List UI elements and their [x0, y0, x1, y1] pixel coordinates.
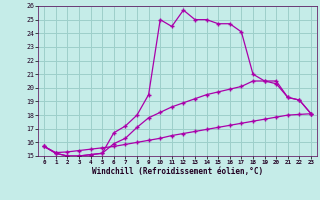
- X-axis label: Windchill (Refroidissement éolien,°C): Windchill (Refroidissement éolien,°C): [92, 167, 263, 176]
